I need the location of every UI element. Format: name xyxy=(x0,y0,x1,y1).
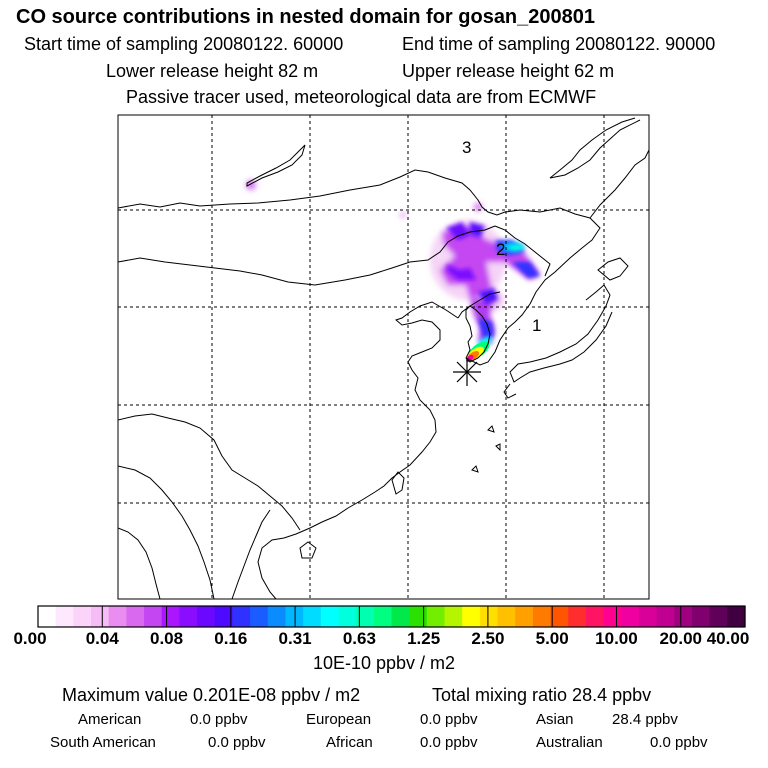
region-value-american: 0.0 ppbv xyxy=(190,711,248,728)
colorbar-cell xyxy=(426,606,446,627)
map-label-1: 1 xyxy=(532,316,541,335)
colorbar-cell xyxy=(73,606,92,627)
colorbar-cell xyxy=(126,606,145,627)
colorbar-cell xyxy=(674,606,693,627)
colorbar-cell xyxy=(161,606,180,627)
plume-field xyxy=(246,180,540,362)
colorbar-tick-label: 2.50 xyxy=(471,629,505,648)
region-name-african: African xyxy=(326,734,373,751)
colorbar-cell xyxy=(303,606,322,627)
region-name-australian: Australian xyxy=(536,734,603,751)
colorbar-units: 10E-10 ppbv / m2 xyxy=(312,653,456,673)
map-label-2: 2 xyxy=(496,240,505,259)
colorbar-cell xyxy=(91,606,110,627)
map-frame xyxy=(117,114,650,600)
colorbar xyxy=(38,606,746,627)
colorbar-cell xyxy=(144,606,163,627)
colorbar-cell xyxy=(38,606,57,627)
colorbar-cell xyxy=(727,606,746,627)
colorbar-tick-label: 1.25 xyxy=(407,629,441,648)
total-mixing-label: Total mixing ratio 28.4 ppbv xyxy=(432,685,652,705)
coastlines xyxy=(118,117,649,599)
colorbar-tick-label: 0.08 xyxy=(149,629,184,648)
colorbar-cell xyxy=(621,606,640,627)
colorbar-tick-label: 0.63 xyxy=(342,629,376,648)
colorbar-cell xyxy=(479,606,499,627)
map-title: CO source contributions in nested domain… xyxy=(16,6,596,28)
colorbar-cell xyxy=(320,606,340,627)
region-name-asian: Asian xyxy=(536,711,574,728)
colorbar-cell xyxy=(585,606,605,627)
colorbar-cell xyxy=(462,606,481,627)
colorbar-cell xyxy=(515,606,534,627)
end-time-label: End time of sampling 20080122. 90000 xyxy=(402,34,716,54)
colorbar-cell xyxy=(250,606,269,627)
colorbar-cell xyxy=(550,606,569,627)
colorbar-cell xyxy=(197,606,216,627)
region-value-african: 0.0 ppbv xyxy=(420,734,478,751)
map-label-3: 3 xyxy=(462,138,471,157)
graticule xyxy=(118,115,649,599)
colorbar-cell xyxy=(232,606,251,627)
start-time-label: Start time of sampling 20080122. 60000 xyxy=(24,34,344,54)
colorbar-cell xyxy=(497,606,516,627)
map-label-1-dot: · xyxy=(518,324,521,335)
region-name-european: European xyxy=(306,711,372,728)
colorbar-cell xyxy=(285,606,304,627)
region-value-european: 0.0 ppbv xyxy=(420,711,478,728)
colorbar-cell xyxy=(373,606,393,627)
colorbar-tick-label: 40.00 xyxy=(706,629,750,648)
colorbar-tick-label: 0.16 xyxy=(214,629,248,648)
colorbar-tick-label: 0.31 xyxy=(278,629,312,648)
colorbar-cell xyxy=(108,606,127,627)
colorbar-cell xyxy=(391,606,410,627)
colorbar-cell xyxy=(709,606,728,627)
colorbar-tick-label: 10.00 xyxy=(595,629,638,648)
region-value-australian: 0.0 ppbv xyxy=(650,734,708,751)
colorbar-cell xyxy=(55,606,74,627)
region-value-asian: 28.4 ppbv xyxy=(612,711,678,728)
colorbar-cell xyxy=(409,606,428,627)
region-value-south-american: 0.0 ppbv xyxy=(208,734,266,751)
colorbar-tick-label: 5.00 xyxy=(535,629,569,648)
colorbar-cell xyxy=(338,606,357,627)
colorbar-cell xyxy=(568,606,587,627)
tracer-note: Passive tracer used, meteorological data… xyxy=(126,87,597,107)
asterisk-icon xyxy=(453,358,481,386)
region-name-south-american: South American xyxy=(50,734,156,751)
colorbar-cell xyxy=(179,606,198,627)
colorbar-cell xyxy=(638,606,658,627)
colorbar-cell xyxy=(691,606,711,627)
colorbar-cell xyxy=(656,606,675,627)
lower-release-label: Lower release height 82 m xyxy=(106,61,319,81)
colorbar-tick-label: 0.00 xyxy=(13,629,47,648)
region-name-american: American xyxy=(78,711,142,728)
colorbar-cell xyxy=(267,606,287,627)
colorbar-tick-label: 20.00 xyxy=(659,629,702,648)
colorbar-cell xyxy=(214,606,234,627)
colorbar-tick-label: 0.04 xyxy=(85,629,119,648)
upper-release-label: Upper release height 62 m xyxy=(402,61,615,81)
colorbar-frame xyxy=(37,605,746,628)
colorbar-cell xyxy=(444,606,463,627)
colorbar-cell xyxy=(356,606,375,627)
colorbar-cell xyxy=(532,606,552,627)
max-value-label: Maximum value 0.201E-08 ppbv / m2 xyxy=(62,685,361,705)
colorbar-cell xyxy=(603,606,622,627)
